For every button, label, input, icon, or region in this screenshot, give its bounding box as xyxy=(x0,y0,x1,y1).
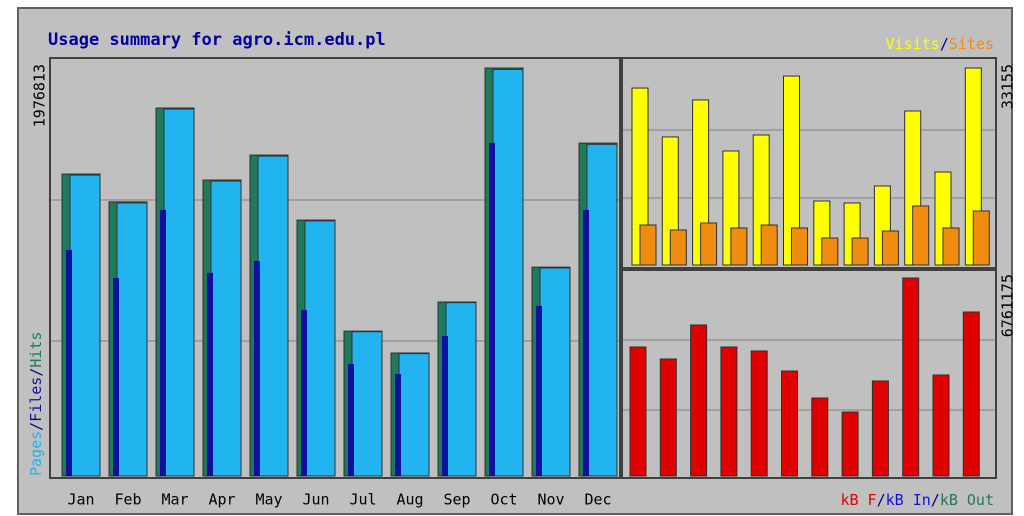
bar xyxy=(539,267,571,477)
legend-separator: / xyxy=(877,491,886,509)
panel xyxy=(49,57,621,479)
bar xyxy=(669,229,687,266)
bar xyxy=(720,346,738,477)
bar xyxy=(851,237,869,266)
bar xyxy=(791,227,808,266)
bar xyxy=(821,237,839,266)
bar xyxy=(348,363,354,476)
bar xyxy=(932,374,950,477)
legend: Visits/Sites xyxy=(886,35,994,53)
bar xyxy=(730,227,748,266)
bar xyxy=(659,358,677,477)
bar xyxy=(442,336,448,476)
panel xyxy=(621,57,997,269)
legend: kB F/kB In/kB Out xyxy=(840,491,994,509)
bar xyxy=(536,305,542,476)
bar xyxy=(210,180,242,477)
bar xyxy=(962,311,980,477)
y-tick-label: 1976813 xyxy=(31,64,49,127)
x-tick-label: Jun xyxy=(302,491,329,509)
x-tick-label: Feb xyxy=(114,491,141,509)
legend: Pages/Files/Hits xyxy=(27,332,45,477)
x-tick-label: Aug xyxy=(396,491,423,509)
bar xyxy=(811,397,829,477)
bar xyxy=(586,143,618,477)
chart-title: Usage summary for agro.icm.edu.pl xyxy=(48,30,386,50)
x-tick-label: Jul xyxy=(349,491,376,509)
legend-separator: / xyxy=(931,491,940,509)
bar xyxy=(398,353,430,477)
marks xyxy=(61,67,990,477)
bar xyxy=(912,205,930,266)
bar xyxy=(690,324,708,477)
bar xyxy=(160,209,166,476)
bar xyxy=(66,249,72,476)
legend-entry: Pages xyxy=(27,431,45,476)
x-tick-label: Apr xyxy=(208,491,235,509)
bar xyxy=(629,346,647,477)
bar xyxy=(781,370,798,477)
legend-entry: Hits xyxy=(27,332,45,368)
bar xyxy=(254,260,260,476)
bar xyxy=(881,230,899,266)
bar xyxy=(700,222,718,266)
x-tick-label: Oct xyxy=(490,491,517,509)
bar xyxy=(639,224,657,266)
bar xyxy=(489,143,495,477)
bar xyxy=(163,108,195,477)
bar xyxy=(583,209,589,476)
bar xyxy=(113,278,119,476)
bar xyxy=(301,310,307,476)
x-tick-label: May xyxy=(255,491,282,509)
legend-entry: kB F xyxy=(840,491,876,509)
legend-entry: kB Out xyxy=(940,491,994,509)
x-tick-label: Nov xyxy=(537,491,564,509)
legend-entry: Files xyxy=(27,377,45,422)
bar xyxy=(395,374,401,476)
bar xyxy=(841,411,859,477)
y-tick-label: 6761175 xyxy=(999,274,1017,337)
bar xyxy=(942,227,960,266)
bar xyxy=(207,272,213,476)
bar xyxy=(750,350,768,477)
legend-entry: kB In xyxy=(886,491,931,509)
x-tick-label: Jan xyxy=(67,491,94,509)
y-tick-label: 33155 xyxy=(999,64,1017,109)
bar xyxy=(116,202,148,477)
bar xyxy=(492,68,524,477)
bar xyxy=(304,220,336,477)
bar xyxy=(902,277,920,477)
x-tick-label: Dec xyxy=(584,491,611,509)
bar xyxy=(351,331,383,477)
legend-separator: / xyxy=(27,422,45,431)
bar xyxy=(972,210,990,266)
bar xyxy=(871,380,889,477)
panel xyxy=(621,269,997,479)
bar xyxy=(257,155,289,477)
bar xyxy=(445,302,477,477)
legend-entry: Visits xyxy=(886,35,940,53)
x-tick-label: Sep xyxy=(443,491,470,509)
bar xyxy=(760,224,778,266)
legend-separator: / xyxy=(940,35,949,53)
bar xyxy=(69,174,101,477)
x-tick-label: Mar xyxy=(161,491,188,509)
legend-separator: / xyxy=(27,368,45,377)
legend-entry: Sites xyxy=(949,35,994,53)
